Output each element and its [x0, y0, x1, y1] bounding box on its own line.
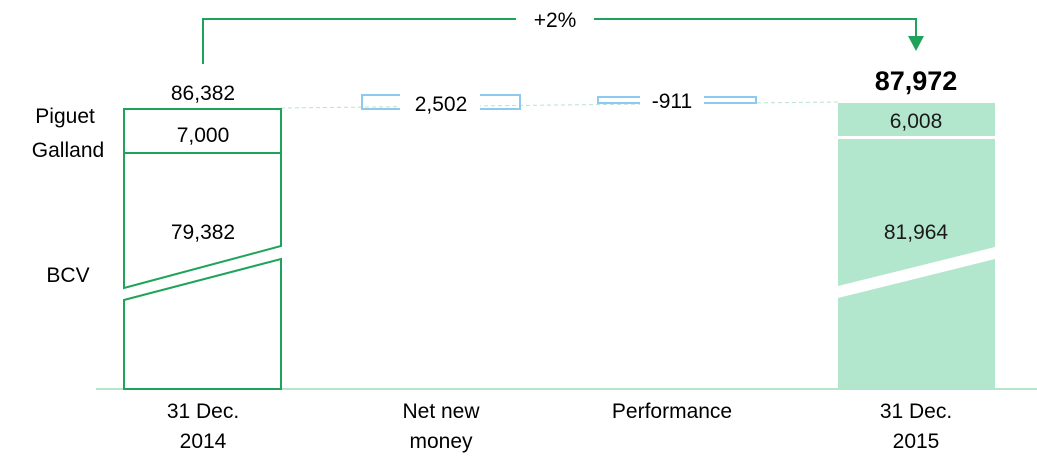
growth-arrow: +2% [202, 8, 924, 64]
total-2014-label: 86,382 [171, 82, 235, 105]
bar-2015-piguet-galland-value: 6,008 [890, 110, 943, 133]
category-labels: 31 Dec. 2014 Net new money Performance 31 Dec… [167, 400, 952, 453]
growth-arrow-head [908, 36, 924, 51]
delta-performance: -911 [597, 90, 757, 113]
performance-value: -911 [652, 90, 692, 113]
bar-2015 [838, 103, 995, 389]
category-label: 31 Dec. 2015 [880, 400, 952, 453]
bar-2014-piguet-galland-value: 7,000 [177, 124, 230, 147]
legend-piguet-galland: Piguet Galland [32, 105, 104, 162]
category-label-line: Performance [612, 400, 732, 423]
legend-piguet-galland-line1: Piguet [35, 105, 95, 128]
category-label: Net new money [402, 400, 480, 453]
category-label: 31 Dec. 2014 [167, 400, 239, 453]
bar-2014-bcv-upper-segment [123, 152, 282, 290]
category-label-line: 2014 [180, 430, 227, 453]
category-label-line: 2015 [893, 430, 940, 453]
growth-label: +2% [534, 9, 577, 32]
category-label-line: money [409, 430, 473, 453]
category-label-line: Net new [402, 400, 480, 423]
bar-2015-bcv-lower-segment [838, 259, 995, 389]
category-label-line: 31 Dec. [167, 400, 239, 423]
bar-2014-bcv-lower-segment [123, 257, 282, 390]
legend-piguet-galland-line2: Galland [32, 139, 104, 162]
bar-2014 [123, 108, 282, 390]
legend-bcv: BCV [46, 264, 89, 287]
delta-net-new-money: 2,502 [361, 90, 521, 116]
category-label-line: 31 Dec. [880, 400, 952, 423]
bar-2015-bcv-upper-segment [838, 139, 995, 286]
bar-2015-bcv-value: 81,964 [884, 221, 949, 244]
category-label: Performance [612, 400, 732, 423]
bar-2014-bcv-value: 79,382 [171, 221, 235, 244]
total-2015-label: 87,972 [875, 66, 958, 96]
net-new-money-value: 2,502 [415, 93, 468, 116]
bar-2015-piguet-galland-segment [838, 103, 995, 136]
